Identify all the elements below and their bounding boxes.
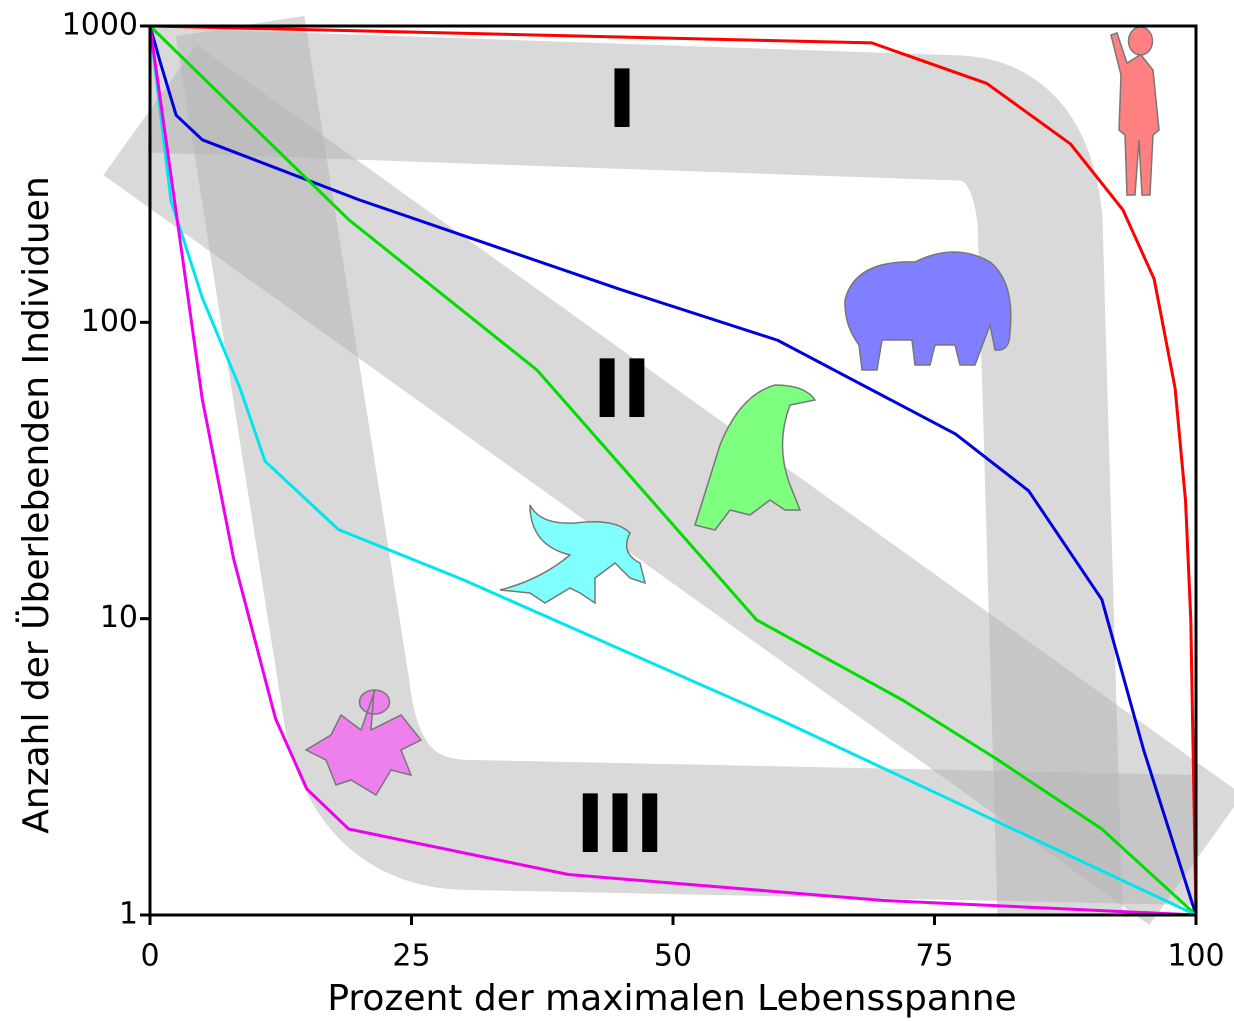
page: I II III Prozent der maximalen Lebensspa… bbox=[0, 0, 1234, 1021]
x-tick-label: 0 bbox=[140, 939, 159, 974]
chart: I II III Prozent der maximalen Lebensspa… bbox=[0, 0, 1234, 1021]
x-axis-label: Prozent der maximalen Lebensspanne bbox=[327, 978, 1016, 1019]
annotation: II bbox=[592, 343, 652, 436]
human-icon bbox=[1111, 27, 1159, 195]
annotation: I bbox=[607, 53, 637, 146]
annotation: III bbox=[575, 778, 664, 871]
x-tick-label: 75 bbox=[915, 939, 953, 974]
x-tick-label: 50 bbox=[654, 939, 692, 974]
y-axis-label: Anzahl der Überlebenden Individuen bbox=[15, 176, 57, 834]
y-tick-label: 100 bbox=[81, 304, 138, 339]
x-tick-label: 25 bbox=[392, 939, 430, 974]
y-tick-label: 1 bbox=[119, 897, 138, 932]
bands bbox=[150, 26, 1196, 915]
y-tick-label: 10 bbox=[100, 600, 138, 635]
x-tick-label: 100 bbox=[1167, 939, 1224, 974]
y-tick-label: 1000 bbox=[62, 8, 138, 43]
